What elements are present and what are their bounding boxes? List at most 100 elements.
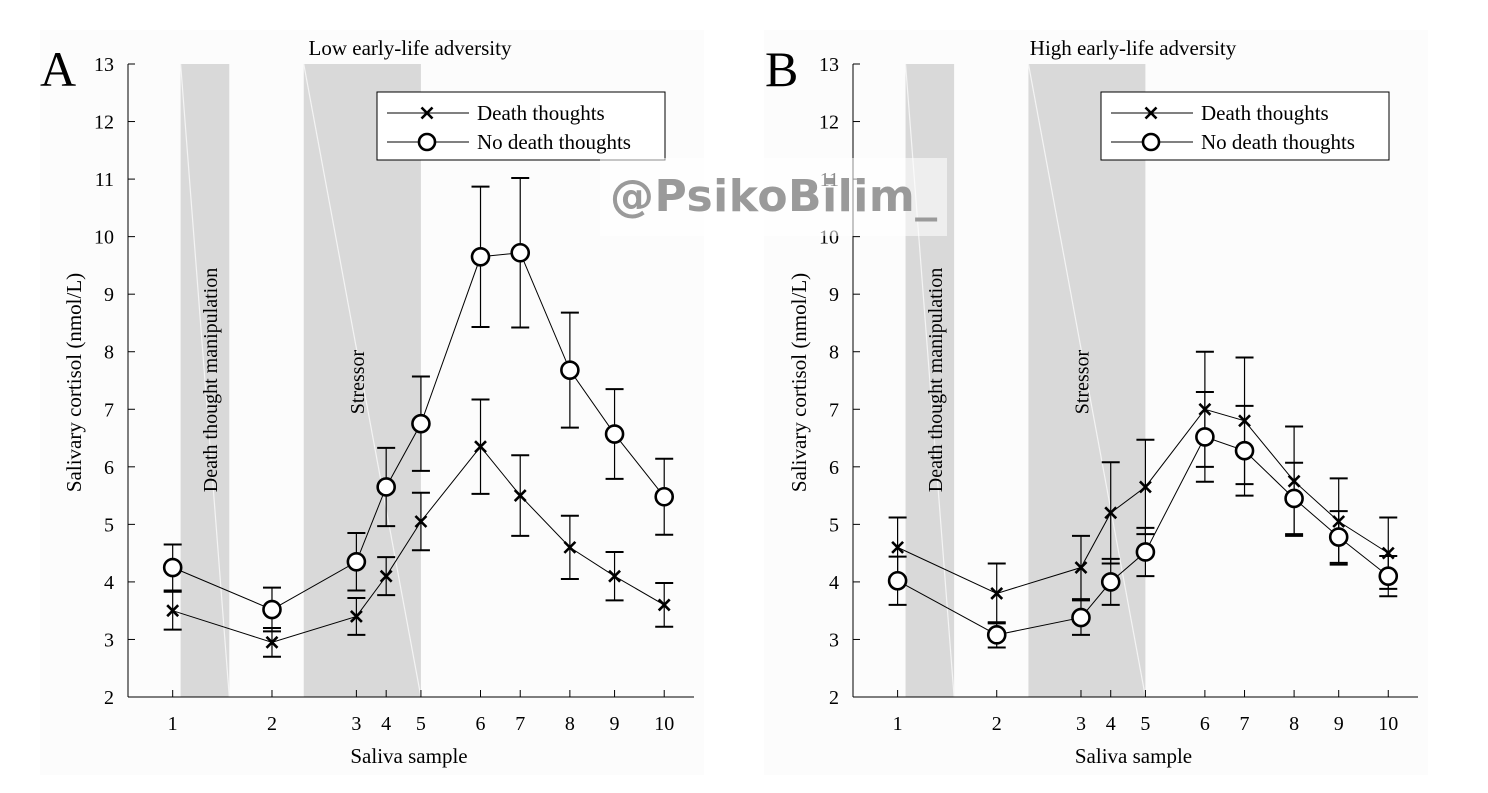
y-tick-label: 9 xyxy=(104,284,114,306)
y-tick-label: 12 xyxy=(819,112,839,134)
panel-letter: B xyxy=(765,41,798,97)
shaded-region-label: Stressor xyxy=(1071,349,1093,414)
y-tick-label: 6 xyxy=(829,457,839,479)
series-line xyxy=(897,408,1389,594)
watermark: @PsikoBilim_ xyxy=(600,158,947,236)
x-tick-label: 8 xyxy=(565,713,575,735)
data-point-cross xyxy=(608,569,621,583)
x-tick-label: 3 xyxy=(351,713,361,735)
y-tick-label: 5 xyxy=(829,514,839,536)
y-tick-label: 13 xyxy=(819,54,839,76)
data-point-circle xyxy=(411,413,431,434)
y-tick-label: 3 xyxy=(104,629,114,651)
series-line xyxy=(172,445,665,643)
data-point-circle xyxy=(604,424,625,444)
x-tick-label: 7 xyxy=(1240,713,1250,735)
legend: Death thoughts No death thoughts xyxy=(376,91,666,161)
x-tick-label: 10 xyxy=(1378,713,1398,735)
legend-label: No death thoughts xyxy=(1201,130,1355,154)
data-point-circle xyxy=(1135,542,1156,562)
legend-label: Death thoughts xyxy=(1201,101,1329,125)
x-tick-label: 8 xyxy=(1289,713,1299,735)
x-tick-label: 4 xyxy=(381,713,391,735)
y-tick-label: 4 xyxy=(829,572,839,594)
x-tick-label: 4 xyxy=(1106,713,1116,735)
x-tick-label: 5 xyxy=(1140,713,1150,735)
data-point-cross xyxy=(1138,480,1152,494)
y-axis-label: Salivary cortisol (nmol/L) xyxy=(787,273,811,492)
x-tick-label: 1 xyxy=(893,713,903,735)
x-tick-label: 6 xyxy=(1200,713,1210,735)
x-tick-label: 9 xyxy=(610,713,620,735)
series-no-death-thoughts xyxy=(887,391,1399,649)
y-tick-label: 11 xyxy=(95,169,114,191)
legend-label: No death thoughts xyxy=(477,130,631,154)
y-tick-label: 8 xyxy=(829,342,839,364)
data-point-cross xyxy=(474,440,487,454)
data-point-cross xyxy=(563,540,577,554)
panel-letter: A xyxy=(40,41,76,97)
data-point-circle xyxy=(1234,440,1255,461)
data-point-cross xyxy=(265,635,279,649)
x-tick-label: 6 xyxy=(476,713,486,735)
x-axis-label: Saliva sample xyxy=(350,744,467,768)
shaded-region-diagonal xyxy=(1027,63,1147,698)
data-point-circle xyxy=(162,557,183,578)
y-tick-label: 6 xyxy=(104,457,114,479)
data-point-circle xyxy=(1071,607,1091,628)
y-tick-label: 4 xyxy=(104,572,114,594)
legend: Death thoughts No death thoughts xyxy=(1100,91,1390,161)
series-line xyxy=(172,252,665,611)
x-tick-label: 9 xyxy=(1334,713,1344,735)
x-tick-label: 2 xyxy=(267,713,277,735)
y-tick-label: 5 xyxy=(104,514,114,536)
data-point-circle xyxy=(1328,527,1349,547)
x-tick-label: 7 xyxy=(515,713,525,735)
x-tick-label: 2 xyxy=(992,713,1002,735)
x-tick-label: 10 xyxy=(654,713,674,735)
data-point-circle xyxy=(560,360,580,380)
y-tick-label: 8 xyxy=(104,342,114,364)
data-point-circle xyxy=(986,625,1007,645)
series-no-death-thoughts xyxy=(162,176,675,633)
x-axis-label: Saliva sample xyxy=(1075,744,1192,768)
shaded-region-diagonal xyxy=(180,63,230,698)
chart-title: High early-life adversity xyxy=(1030,36,1237,60)
data-point-circle xyxy=(1195,427,1215,447)
data-point-cross xyxy=(1104,506,1118,520)
data-point-circle xyxy=(1100,572,1121,592)
x-tick-label: 3 xyxy=(1076,713,1086,735)
legend-marker-cross xyxy=(1144,106,1158,120)
chart-title: Low early-life adversity xyxy=(309,36,512,60)
data-point-cross xyxy=(349,610,363,623)
data-point-circle xyxy=(510,242,531,263)
data-point-circle xyxy=(376,477,396,497)
y-tick-label: 7 xyxy=(829,399,839,421)
data-point-cross xyxy=(657,598,671,612)
legend-marker-cross xyxy=(420,106,434,120)
y-tick-label: 7 xyxy=(104,399,114,421)
data-point-cross xyxy=(1074,561,1088,574)
shaded-region-label: Death thought manipulation xyxy=(925,268,947,492)
data-point-cross xyxy=(414,515,428,528)
y-tick-label: 13 xyxy=(94,54,114,76)
data-point-circle xyxy=(654,486,675,507)
data-point-circle xyxy=(262,599,282,620)
x-tick-label: 5 xyxy=(416,713,426,735)
chart-panel-a: Death thought manipulation Stressor234567… xyxy=(40,30,704,775)
data-point-circle xyxy=(1284,488,1304,509)
data-point-circle xyxy=(1378,566,1399,586)
shaded-region-label: Death thought manipulation xyxy=(200,268,222,492)
legend-marker-circle xyxy=(1141,132,1161,152)
data-point-circle xyxy=(346,551,367,572)
y-tick-label: 9 xyxy=(829,284,839,306)
data-point-cross xyxy=(990,586,1004,600)
data-point-circle xyxy=(887,570,908,591)
data-point-cross xyxy=(379,569,393,583)
legend-marker-circle xyxy=(417,132,437,152)
series-line xyxy=(897,436,1389,636)
y-tick-label: 2 xyxy=(829,687,839,709)
chart-panel-b: Death thought manipulation Stressor234567… xyxy=(764,30,1428,775)
y-tick-label: 2 xyxy=(104,687,114,709)
